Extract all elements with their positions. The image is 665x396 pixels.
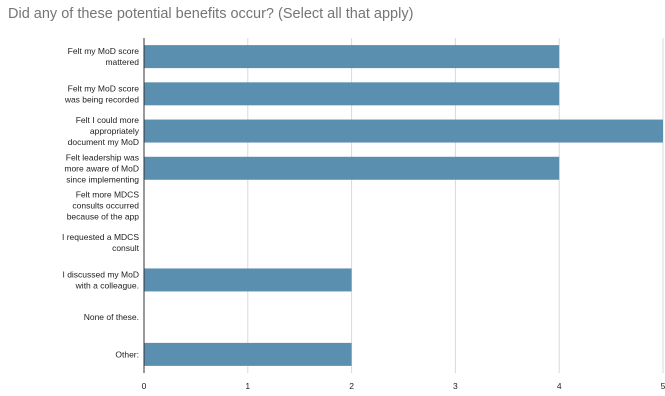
x-tick-label: 0 xyxy=(142,381,147,391)
bar xyxy=(144,268,352,292)
category-label: since implementing xyxy=(66,174,139,184)
bar xyxy=(144,82,560,106)
category-label: consult xyxy=(112,243,140,253)
category-label: more aware of MoD xyxy=(64,163,139,173)
bar xyxy=(144,156,560,180)
category-label: appropriately xyxy=(90,126,140,136)
bar xyxy=(144,45,560,69)
bar xyxy=(144,342,352,366)
bar xyxy=(144,119,663,143)
x-tick-label: 4 xyxy=(557,381,562,391)
category-label: mattered xyxy=(105,57,139,67)
category-label: Other: xyxy=(115,349,139,359)
category-label: Felt I could more xyxy=(76,115,140,125)
category-label: None of these. xyxy=(84,312,139,322)
chart-title: Did any of these potential benefits occu… xyxy=(8,6,414,22)
category-label: I requested a MDCS xyxy=(62,232,139,242)
x-tick-label: 5 xyxy=(661,381,665,391)
category-label: document my MoD xyxy=(68,137,139,147)
x-tick-label: 1 xyxy=(245,381,250,391)
category-label: Felt leadership was xyxy=(66,152,139,162)
category-label: Felt my MoD score xyxy=(68,83,140,93)
x-tick-label: 3 xyxy=(453,381,458,391)
category-label: I discussed my MoD xyxy=(62,269,139,279)
category-label: consults occurred xyxy=(72,201,139,211)
category-label: because of the app xyxy=(67,212,140,222)
category-label: Felt more MDCS xyxy=(76,190,140,200)
category-label: Felt my MoD score xyxy=(68,46,140,56)
category-label: was being recorded xyxy=(64,94,139,104)
x-tick-label: 2 xyxy=(349,381,354,391)
category-label: with a colleague. xyxy=(75,280,139,290)
